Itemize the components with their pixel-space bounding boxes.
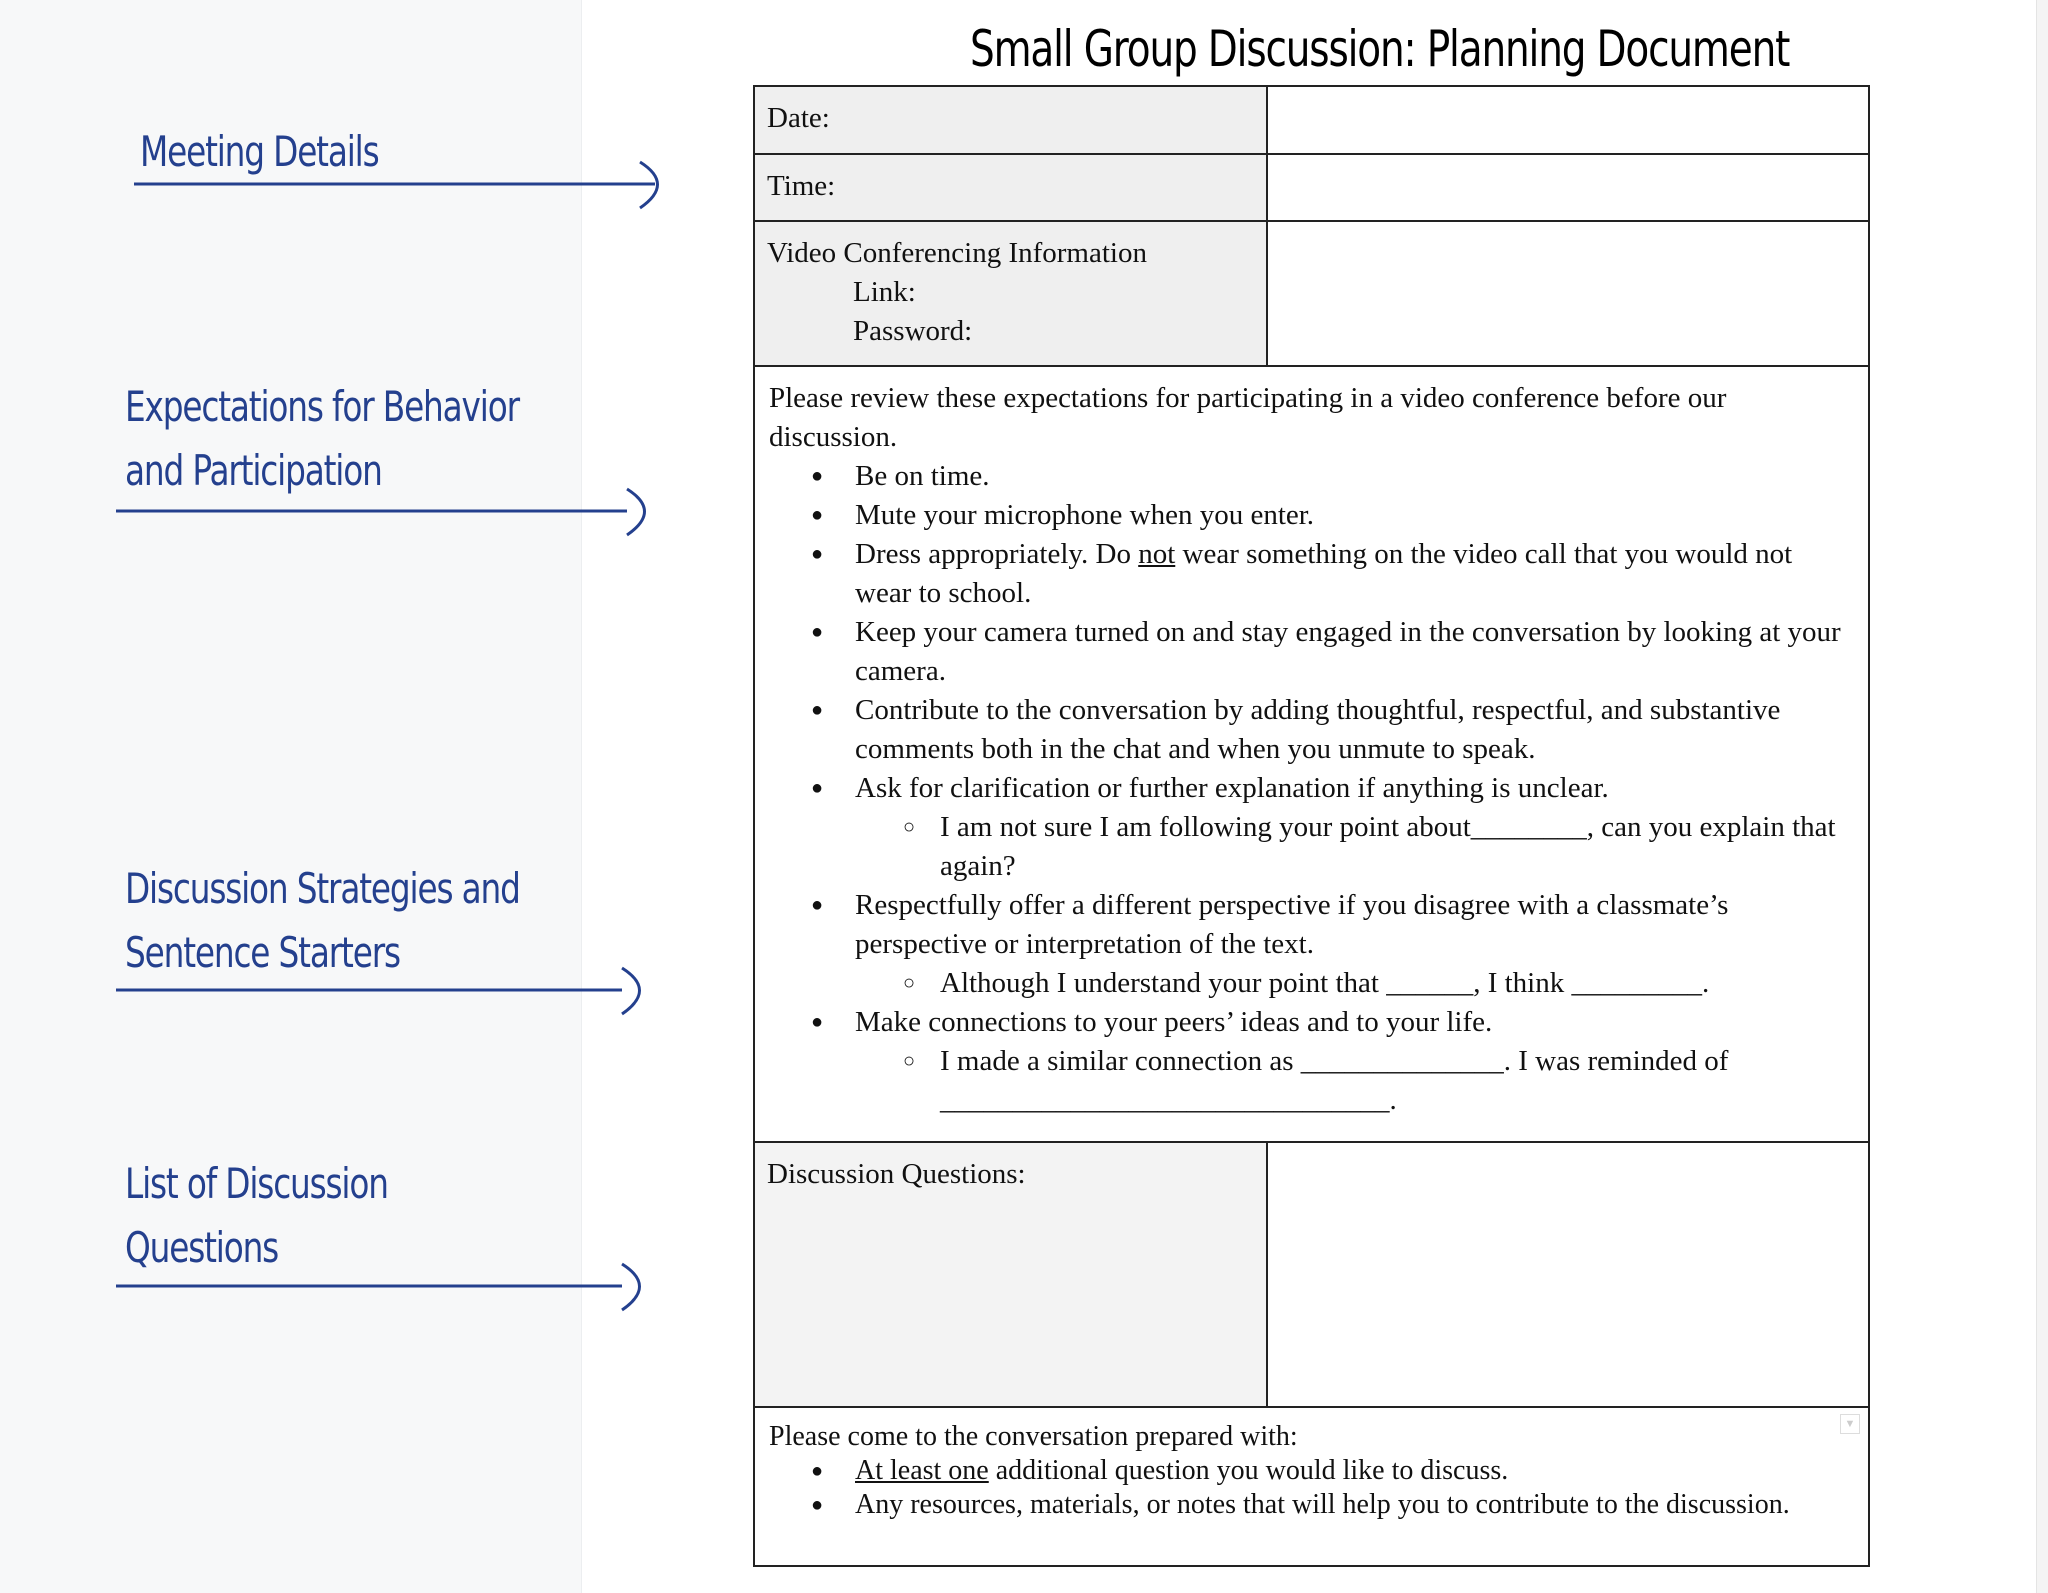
- row-prepared: ▼ Please come to the conversation prepar…: [755, 1406, 1868, 1567]
- list-item: Keep your camera turned on and stay enga…: [769, 613, 1854, 691]
- prepared-intro: Please come to the conversation prepared…: [769, 1421, 1298, 1452]
- dropdown-icon[interactable]: ▼: [1840, 1414, 1860, 1434]
- questions-label: Discussion Questions:: [755, 1143, 1268, 1406]
- label-discussion-questions: List of Discussion Questions: [125, 1159, 389, 1272]
- video-label: Video Conferencing Information: [767, 237, 1147, 269]
- row-date: Date:: [755, 87, 1868, 153]
- arrow-icon: [116, 1262, 641, 1312]
- document-title: Small Group Discussion: Planning Documen…: [970, 20, 1790, 78]
- date-label: Date:: [755, 87, 1268, 153]
- row-questions: Discussion Questions:: [755, 1141, 1868, 1406]
- sub-list-item: I made a similar connection as _________…: [769, 1042, 1854, 1120]
- link-label: Link:: [853, 276, 916, 308]
- video-info-cell: Video Conferencing Information Link: Pas…: [755, 222, 1268, 365]
- list-item: Any resources, materials, or notes that …: [769, 1488, 1854, 1522]
- sub-list-item: Although I understand your point that __…: [769, 964, 1854, 1003]
- label-discussion-strategies: Discussion Strategies and Sentence Starte…: [125, 864, 521, 977]
- planning-table: Date: Time: Video Conferencing Informati…: [753, 85, 1870, 1567]
- list-item: Make connections to your peers’ ideas an…: [769, 1003, 1854, 1042]
- scrollbar[interactable]: [2036, 0, 2048, 1593]
- prepared-list: At least one additional question you wou…: [769, 1454, 1854, 1522]
- label-meeting-details: Meeting Details: [140, 127, 380, 176]
- row-time: Time:: [755, 153, 1868, 220]
- time-label: Time:: [755, 155, 1268, 220]
- list-item: Mute your microphone when you enter.: [769, 496, 1854, 535]
- annotation-sidebar: [0, 0, 582, 1593]
- list-item: Respectfully offer a different perspecti…: [769, 886, 1854, 964]
- list-item: Be on time.: [769, 457, 1854, 496]
- list-item: Dress appropriately. Do not wear somethi…: [769, 535, 1854, 613]
- row-expectations: Please review these expectations for par…: [755, 365, 1868, 1141]
- list-item: Contribute to the conversation by adding…: [769, 691, 1854, 769]
- expectations-intro: Please review these expectations for par…: [769, 382, 1727, 453]
- list-item: At least one additional question you wou…: [769, 1454, 1854, 1488]
- list-item: Ask for clarification or further explana…: [769, 769, 1854, 808]
- password-label: Password:: [853, 315, 973, 347]
- label-expectations: Expectations for Behavior and Participati…: [125, 382, 520, 495]
- sub-list-item: I am not sure I am following your point …: [769, 808, 1854, 886]
- arrow-icon: [134, 160, 659, 210]
- row-video: Video Conferencing Information Link: Pas…: [755, 220, 1868, 365]
- arrow-icon: [116, 966, 641, 1016]
- arrow-icon: [116, 487, 646, 537]
- expectations-list: Be on time. Mute your microphone when yo…: [769, 457, 1854, 1120]
